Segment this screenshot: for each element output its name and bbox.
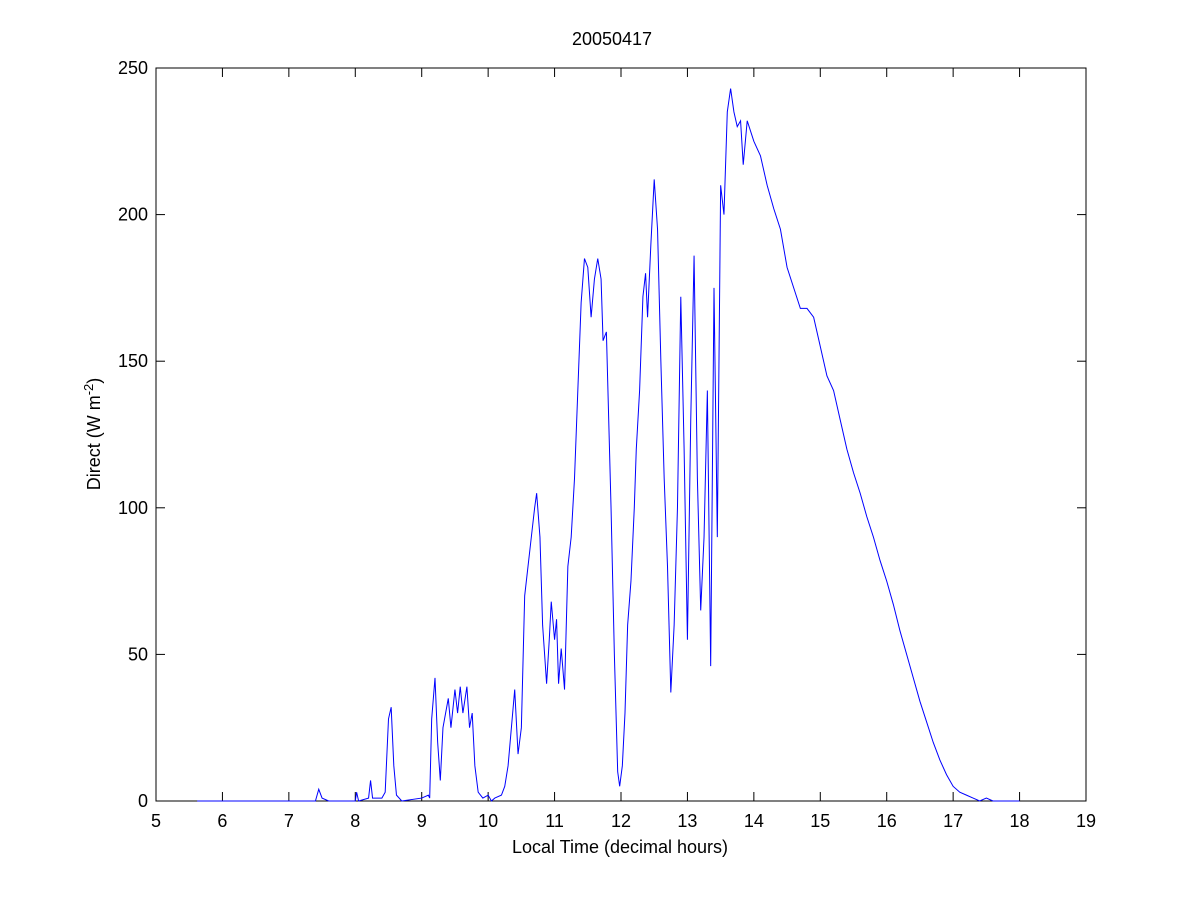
y-tick-label: 50 [128, 644, 148, 664]
x-tick-label: 19 [1076, 811, 1096, 831]
x-tick-label: 17 [943, 811, 963, 831]
y-tick-label: 0 [138, 791, 148, 811]
x-axis-label: Local Time (decimal hours) [512, 837, 728, 857]
y-label-suffix: ) [84, 378, 104, 384]
y-label-text: Direct (W m [84, 395, 104, 490]
x-tick-label: 14 [744, 811, 764, 831]
data-line [197, 88, 1020, 802]
x-tick-label: 6 [217, 811, 227, 831]
y-tick-label: 200 [118, 205, 148, 225]
x-tick-label: 15 [810, 811, 830, 831]
y-axis-label: Direct (W m-2) [81, 378, 104, 491]
x-tick-label: 8 [350, 811, 360, 831]
x-tick-label: 10 [478, 811, 498, 831]
y-label-superscript: -2 [81, 384, 96, 396]
y-tick-label: 100 [118, 498, 148, 518]
x-tick-label: 9 [417, 811, 427, 831]
x-tick-label: 18 [1010, 811, 1030, 831]
axes-box [155, 67, 1087, 802]
y-tick-label: 250 [118, 58, 148, 78]
x-tick-label: 5 [151, 811, 161, 831]
x-tick-label: 11 [545, 811, 564, 831]
x-tick-label: 13 [677, 811, 697, 831]
x-tick-label: 12 [611, 811, 631, 831]
y-tick-label: 150 [118, 351, 148, 371]
x-tick-label: 16 [877, 811, 897, 831]
x-tick-label: 7 [284, 811, 294, 831]
chart-title: 20050417 [572, 29, 652, 49]
